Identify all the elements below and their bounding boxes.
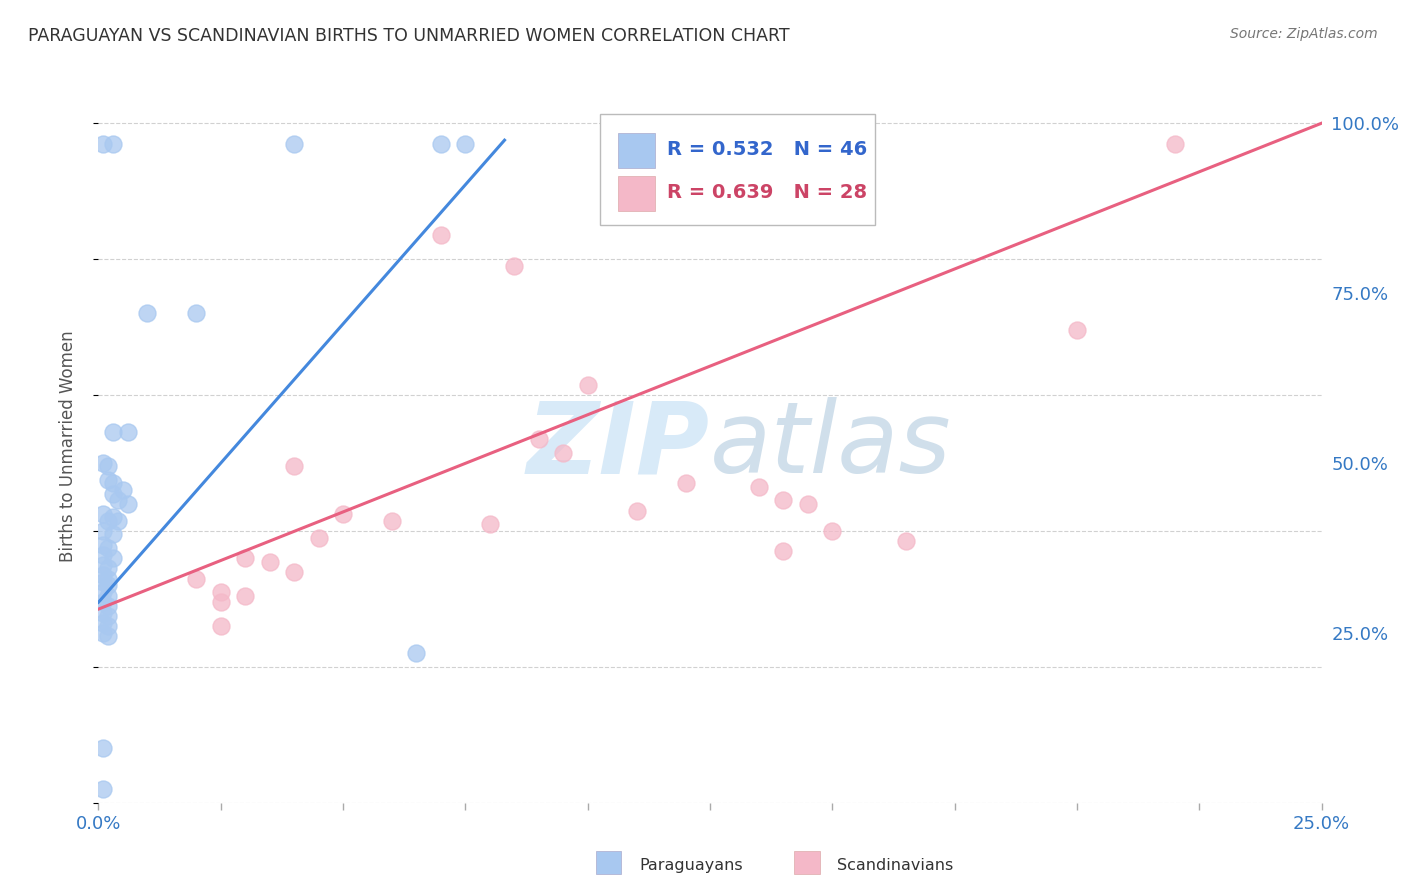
Point [821,524,844,538]
Point [91,507,114,521]
Point [772,544,794,558]
Point [97,608,120,623]
Point [91,606,114,620]
Point [576,377,599,392]
Point [527,432,550,446]
Point [91,626,114,640]
Point [91,595,114,609]
FancyBboxPatch shape [600,114,875,225]
Point [91,456,114,470]
Point [430,228,453,243]
Point [283,136,305,151]
Point [101,527,124,541]
Point [97,572,120,586]
Point [111,483,134,498]
Text: R = 0.532   N = 46: R = 0.532 N = 46 [668,140,868,160]
Bar [619,177,655,211]
Point [209,619,232,633]
Point [186,572,208,586]
Point [91,524,114,538]
Point [101,510,124,524]
Point [308,531,330,545]
Point [97,599,120,613]
Point [97,541,120,555]
Point [97,459,120,474]
Point [117,425,139,440]
Point [101,486,124,500]
Point [97,629,120,643]
Point [97,561,120,575]
Point [91,548,114,562]
Point [405,646,427,660]
Y-axis label: Births to Unmarried Women: Births to Unmarried Women [59,330,77,562]
Point [97,473,120,487]
Point [107,493,129,508]
Point [626,503,648,517]
Point [1066,323,1088,337]
Point [107,514,129,528]
Point [91,558,114,572]
Point [430,136,453,151]
Point [503,259,526,273]
Point [91,615,114,630]
Point [97,514,120,528]
Text: PARAGUAYAN VS SCANDINAVIAN BIRTHS TO UNMARRIED WOMEN CORRELATION CHART: PARAGUAYAN VS SCANDINAVIAN BIRTHS TO UNM… [28,27,790,45]
Point [332,507,354,521]
Point [186,306,208,320]
Point [91,585,114,599]
Point [101,551,124,566]
Point [97,578,120,592]
Text: Paraguayans: Paraguayans [640,858,744,872]
Point [97,589,120,603]
Text: R = 0.639   N = 28: R = 0.639 N = 28 [668,183,868,202]
Point [772,493,794,508]
Point [117,497,139,511]
Point [233,551,256,566]
Point [101,136,124,151]
Text: ZIP: ZIP [527,398,710,494]
Point [283,565,305,579]
Point [101,476,124,491]
Point [283,459,305,474]
Point [91,782,114,797]
Point [797,497,820,511]
Point [553,446,575,460]
Point [454,136,477,151]
Point [91,741,114,756]
Text: atlas: atlas [710,398,952,494]
Point [233,589,256,603]
Point [209,585,232,599]
Point [748,480,770,494]
Bar [619,134,655,168]
Point [91,568,114,582]
Point [478,517,501,532]
Point [1164,136,1187,151]
Point [259,555,281,569]
Point [381,514,404,528]
Point [675,476,697,491]
Text: Scandinavians: Scandinavians [837,858,953,872]
Point [101,425,124,440]
Text: Source: ZipAtlas.com: Source: ZipAtlas.com [1230,27,1378,41]
Point [209,595,232,609]
Point [136,306,159,320]
Point [91,136,114,151]
Point [97,619,120,633]
Point [894,534,917,549]
Point [91,574,114,589]
Point [91,537,114,551]
